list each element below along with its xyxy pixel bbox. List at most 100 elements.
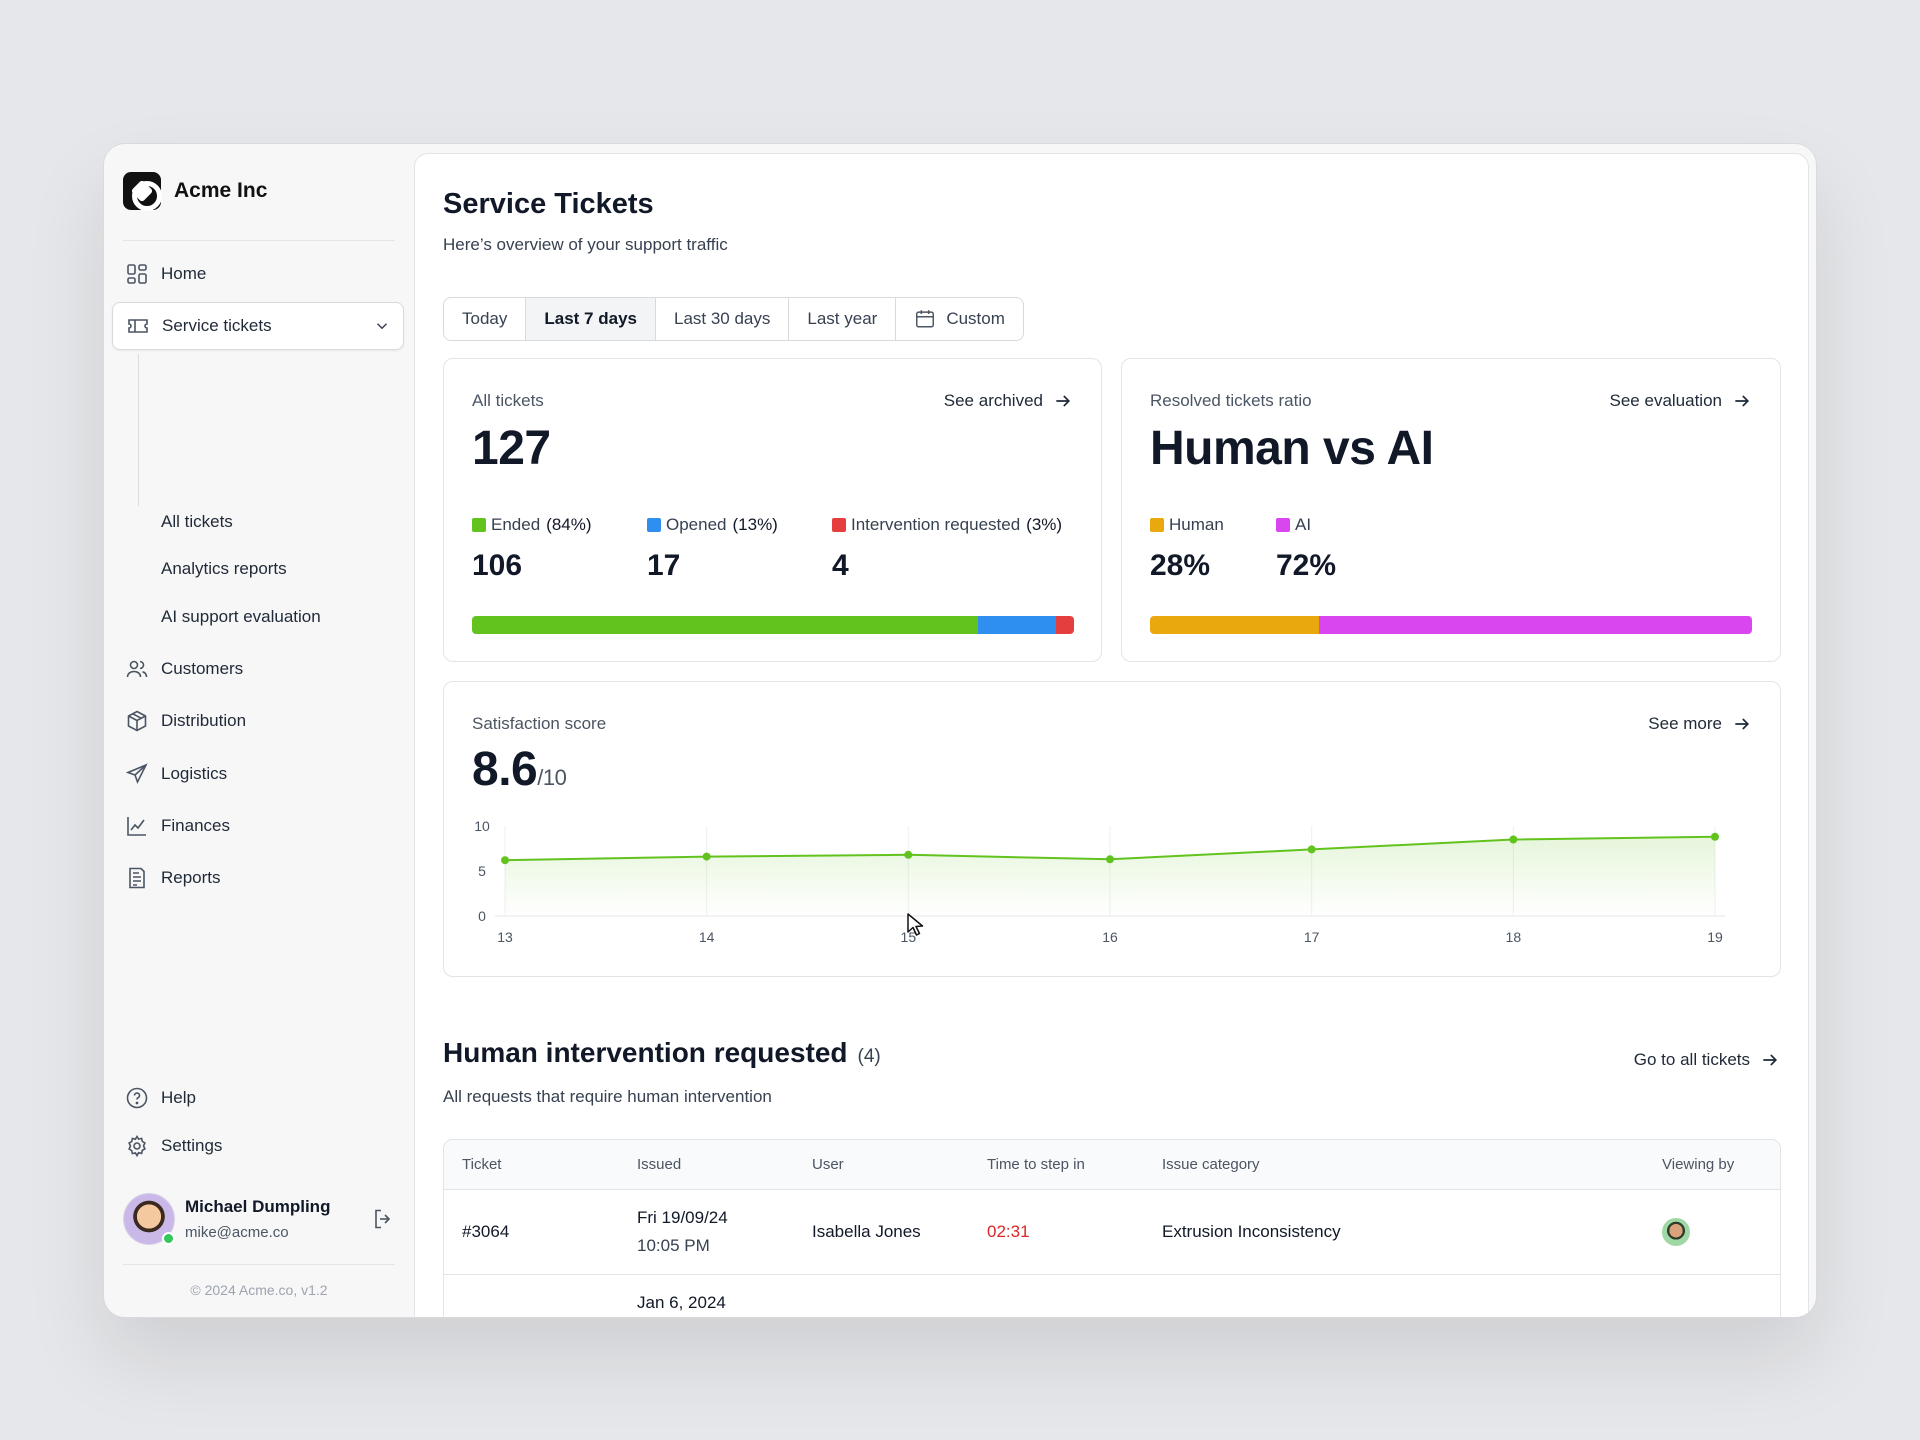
sidebar-item-distribution[interactable]: Distribution (112, 697, 404, 745)
submenu-line (138, 354, 139, 506)
ratio-headline: Human vs AI (1150, 422, 1434, 475)
legend-percent: (13%) (732, 515, 778, 534)
x-tick-label: 19 (1707, 929, 1723, 945)
section-title-text: Human intervention requested (443, 1037, 848, 1068)
opened-value: 17 (647, 549, 681, 582)
satisfaction-card: Satisfaction score See more 8.6/10 0 5 10 1… (443, 681, 1781, 977)
section-title: Human intervention requested (4) (443, 1037, 881, 1069)
issued-date: Fri 19/09/24 (637, 1208, 728, 1227)
sidebar-item-help[interactable]: Help (112, 1074, 404, 1122)
sidebar-item-settings[interactable]: Settings (112, 1122, 404, 1170)
satisfaction-score: 8.6/10 (472, 742, 567, 797)
intervention-table: Ticket Issued User Time to step in Issue… (443, 1139, 1781, 1317)
sidebar-item-logistics[interactable]: Logistics (112, 750, 404, 798)
link-label: Go to all tickets (1633, 1050, 1750, 1069)
see-evaluation-link[interactable]: See evaluation (1610, 391, 1752, 411)
bar-segment-opened (977, 616, 1056, 634)
legend-swatch (832, 518, 846, 532)
legend-label: Human (1169, 515, 1224, 534)
sidebar-item-label: Finances (161, 816, 230, 835)
box-icon (125, 709, 149, 733)
ticket-icon (126, 314, 150, 338)
sidebar-item-finances[interactable]: Finances (112, 802, 404, 850)
x-tick-label: 14 (699, 929, 715, 945)
data-point (1509, 835, 1518, 844)
sidebar-item-label: Help (161, 1088, 196, 1107)
table-row[interactable]: #3064 Fri 19/09/24 10:05 PM Isabella Jon… (444, 1190, 1780, 1275)
legend-swatch (1150, 518, 1164, 532)
go-to-all-tickets-link[interactable]: Go to all tickets (1634, 1050, 1780, 1070)
legend-label: Ended (491, 515, 541, 534)
page-subtitle: Here’s overview of your support traffic (443, 235, 728, 254)
bar-segment-ended (472, 616, 978, 634)
sidebar-item-service-tickets[interactable]: Service tickets (112, 302, 404, 350)
range-custom-button[interactable]: Custom (896, 298, 1023, 340)
column-header-issue-category[interactable]: Issue category (1162, 1156, 1260, 1173)
brand-logo (123, 172, 162, 211)
arrow-right-icon (1763, 1054, 1778, 1066)
arrow-right-icon (1735, 718, 1750, 730)
data-point (1711, 832, 1719, 841)
app-window: Acme Inc Home Service tickets All ticket… (103, 143, 1817, 1318)
range-today-button[interactable]: Today (444, 298, 527, 340)
section-subtitle: All requests that require human interven… (443, 1087, 772, 1106)
ended-value: 106 (472, 549, 523, 582)
page-title: Service Tickets (443, 188, 654, 220)
satisfaction-line-chart: 0 5 10 13 14 15 16 17 18 19 (474, 818, 1725, 945)
date-range-selector: Today Last 7 days Last 30 days Last year… (443, 297, 1024, 341)
column-header-user[interactable]: User (812, 1156, 844, 1173)
card-label: Resolved tickets ratio (1150, 391, 1312, 410)
legend-ai: AI (1276, 515, 1311, 535)
user-profile[interactable]: Michael Dumpling mike@acme.co (123, 1189, 395, 1249)
y-tick-label: 5 (478, 863, 486, 879)
user-name: Isabella Jones (812, 1222, 921, 1241)
bar-segment-intervention-requested (1055, 616, 1074, 634)
sidebar-item-label: Reports (161, 868, 221, 887)
brand-name: Acme Inc (174, 179, 268, 202)
range-last-year-button[interactable]: Last year (789, 298, 897, 340)
help-icon (125, 1086, 149, 1110)
sidebar-item-reports[interactable]: Reports (112, 854, 404, 902)
range-last-30-days-button[interactable]: Last 30 days (656, 298, 790, 340)
table-row[interactable]: Jan 6, 2024 (444, 1275, 1780, 1317)
sidebar-item-label: Customers (161, 659, 244, 678)
sidebar-item-label: Settings (161, 1136, 223, 1155)
column-header-time-to-step-in[interactable]: Time to step in (987, 1156, 1085, 1173)
x-tick-label: 13 (497, 929, 513, 945)
ticket-id[interactable]: #3064 (462, 1222, 510, 1241)
logout-icon[interactable] (371, 1207, 395, 1231)
sidebar-item-customers[interactable]: Customers (112, 645, 404, 693)
chevron-down-icon[interactable] (373, 317, 391, 335)
see-archived-link[interactable]: See archived (944, 391, 1073, 411)
x-tick-label: 15 (901, 929, 917, 945)
y-tick-label: 0 (478, 908, 486, 924)
x-tick-label: 17 (1304, 929, 1320, 945)
x-tick-label: 16 (1102, 929, 1118, 945)
human-value: 28% (1150, 549, 1211, 582)
mouse-cursor-icon (907, 913, 924, 936)
bar-segment-human (1150, 616, 1319, 634)
see-more-link[interactable]: See more (1648, 714, 1752, 734)
sidebar-item-home[interactable]: Home (112, 250, 404, 298)
viewer-avatar[interactable] (1662, 1218, 1690, 1246)
brand[interactable]: Acme Inc (123, 172, 268, 211)
resolved-ratio-card: Resolved tickets ratio See evaluation Hu… (1121, 358, 1781, 662)
ai-value: 72% (1276, 549, 1337, 582)
data-point (702, 852, 711, 861)
total-tickets-value: 127 (472, 422, 551, 475)
legend-human: Human (1150, 515, 1224, 535)
y-tick-label: 10 (474, 818, 490, 834)
legend-label: AI (1295, 515, 1312, 534)
sidebar-subitem-analytics-reports[interactable]: Analytics reports (161, 559, 287, 578)
column-header-viewing-by[interactable]: Viewing by (1662, 1156, 1735, 1173)
sidebar: Acme Inc Home Service tickets All ticket… (104, 144, 414, 1317)
column-header-issued[interactable]: Issued (637, 1156, 682, 1173)
range-last-7-days-button[interactable]: Last 7 days (526, 298, 656, 340)
link-label: See evaluation (1609, 391, 1722, 410)
grid-icon (125, 262, 149, 286)
all-tickets-card: All tickets See archived 127 Ended (84%)… (443, 358, 1102, 662)
section-count: (4) (857, 1046, 881, 1067)
sidebar-subitem-ai-support-evaluation[interactable]: AI support evaluation (161, 607, 321, 626)
sidebar-subitem-all-tickets[interactable]: All tickets (161, 512, 233, 531)
column-header-ticket[interactable]: Ticket (462, 1156, 502, 1173)
